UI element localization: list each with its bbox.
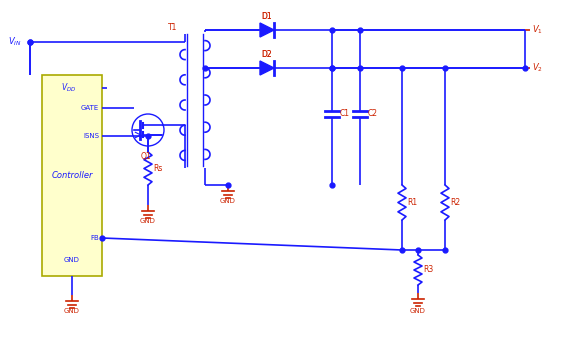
Text: GND: GND <box>64 257 80 263</box>
Text: GND: GND <box>140 218 156 224</box>
Text: R2: R2 <box>450 198 460 207</box>
Text: C2: C2 <box>368 109 378 118</box>
Text: $V_{IN}$: $V_{IN}$ <box>8 36 22 48</box>
Text: GATE: GATE <box>81 105 99 111</box>
Text: $V_{DD}$: $V_{DD}$ <box>61 82 77 94</box>
Text: R1: R1 <box>407 198 417 207</box>
Text: Rs: Rs <box>153 164 162 173</box>
Text: GND: GND <box>410 308 426 314</box>
Text: FB: FB <box>90 235 99 241</box>
Text: ISNS: ISNS <box>83 133 99 139</box>
Text: $V_1$: $V_1$ <box>532 24 543 36</box>
Text: D1: D1 <box>261 12 272 21</box>
Text: C1: C1 <box>340 109 350 118</box>
Text: D2: D2 <box>261 50 272 59</box>
Text: Q1: Q1 <box>141 152 151 161</box>
Text: T1: T1 <box>168 23 177 32</box>
Text: $V_2$: $V_2$ <box>532 62 543 74</box>
FancyBboxPatch shape <box>42 75 102 276</box>
Text: GND: GND <box>220 198 236 204</box>
Text: D1: D1 <box>261 12 272 21</box>
Polygon shape <box>260 23 274 37</box>
Text: D2: D2 <box>261 50 272 59</box>
Text: R3: R3 <box>423 265 433 274</box>
Polygon shape <box>260 61 274 75</box>
Text: Controller: Controller <box>51 171 93 180</box>
Text: GND: GND <box>64 308 80 314</box>
